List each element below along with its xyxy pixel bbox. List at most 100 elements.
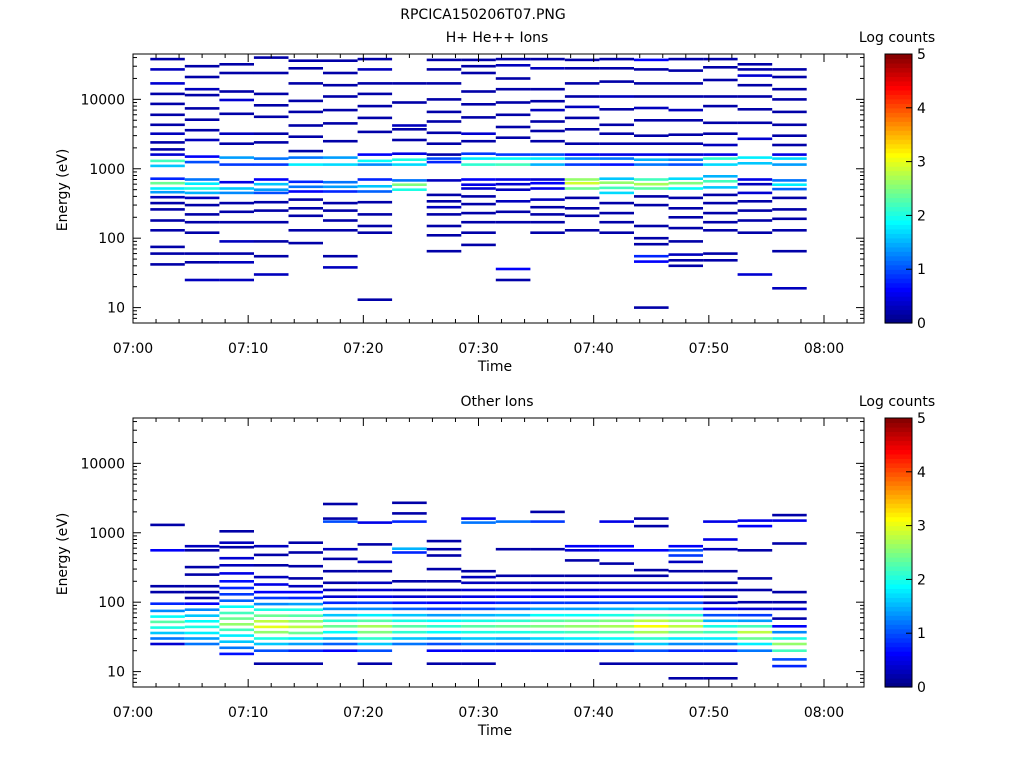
heatmap-cell [495, 267, 531, 271]
heatmap-cell [426, 193, 462, 197]
colorbar-segment [885, 449, 912, 455]
heatmap-cell [150, 631, 185, 635]
heatmap-cell [253, 662, 289, 665]
heatmap-cell [772, 187, 807, 191]
colorbar-segment [885, 507, 912, 513]
heatmap-cell [461, 619, 496, 623]
colorbar-segment [885, 669, 912, 675]
x-tick-label: 07:00 [113, 705, 153, 721]
colorbar-segment [885, 54, 912, 60]
heatmap-cell [737, 83, 773, 87]
heatmap-cell [426, 613, 462, 617]
heatmap-cell [288, 649, 323, 652]
heatmap-cell [426, 153, 462, 156]
heatmap-cell [323, 201, 358, 205]
heatmap-cell [323, 209, 358, 212]
heatmap-cell [461, 183, 496, 186]
heatmap-cell [253, 92, 289, 96]
heatmap-cell [357, 104, 393, 108]
heatmap-cell [668, 196, 703, 200]
heatmap-cell [150, 132, 185, 135]
heatmap-cell [392, 101, 427, 104]
colorbar-segment [885, 291, 912, 297]
heatmap-cell [392, 601, 427, 605]
heatmap-cell [703, 157, 738, 160]
heatmap-cell [357, 57, 393, 61]
heatmap-cell [772, 630, 807, 634]
heatmap-cell [461, 642, 496, 646]
heatmap-cell [599, 601, 634, 605]
heatmap-cell [323, 502, 358, 506]
heatmap-cell [564, 116, 600, 120]
heatmap-cell [219, 252, 254, 255]
heatmap-cell [737, 588, 773, 592]
heatmap-cell [772, 607, 807, 611]
heatmap-cell [703, 637, 738, 640]
heatmap-cell [668, 57, 703, 61]
colorbar-segment [885, 539, 912, 545]
heatmap-cell [495, 200, 531, 203]
heatmap-cell [323, 517, 358, 520]
heatmap-cell [392, 619, 427, 623]
heatmap-cell [634, 549, 669, 552]
heatmap-cell [253, 614, 289, 617]
colorbar-segment [885, 201, 912, 208]
y-tick-label: 1000 [89, 526, 125, 542]
colorbar-frame [884, 53, 913, 324]
heatmap-cell [184, 252, 220, 255]
heatmap-cell [426, 131, 462, 135]
heatmap-cell [150, 584, 185, 588]
heatmap-cell [392, 158, 427, 161]
plot-frame [132, 417, 865, 688]
heatmap-cell [599, 662, 634, 665]
heatmap-cell [288, 124, 323, 127]
heatmap-cell [288, 67, 323, 70]
colorbar-segment [885, 624, 912, 630]
colorbar-segment [885, 134, 912, 140]
heatmap-cell [426, 234, 462, 237]
heatmap-cell [599, 95, 634, 98]
heatmap-cell [634, 613, 669, 617]
heatmap-cell [323, 557, 358, 561]
colorbar-segment [885, 444, 912, 450]
heatmap-cell [772, 600, 807, 604]
heatmap-cell [150, 68, 185, 71]
heatmap-cell [253, 590, 289, 594]
heatmap-cell [288, 590, 323, 594]
heatmap-cell [737, 637, 773, 640]
heatmap-cell [634, 574, 669, 578]
heatmap-cell [426, 642, 462, 646]
heatmap-cell [426, 619, 462, 623]
colorbar-segment [885, 139, 912, 145]
heatmap-cell [288, 156, 323, 159]
heatmap-cell [184, 220, 220, 224]
heatmap-cell [357, 560, 393, 564]
heatmap-cell [703, 538, 738, 541]
colorbar-segment [885, 260, 912, 266]
colorbar-segment [885, 471, 912, 477]
heatmap-cell [392, 595, 427, 598]
heatmap-cell [737, 630, 773, 634]
colorbar-segment [885, 480, 912, 486]
heatmap-cell [150, 229, 185, 232]
heatmap-cell [564, 207, 600, 210]
heatmap-cell [357, 185, 393, 188]
heatmap-cell [323, 637, 358, 640]
colorbar-segment [885, 610, 912, 616]
heatmap-cell [703, 95, 738, 98]
heatmap-cell [461, 116, 496, 119]
heatmap-cell [495, 625, 531, 628]
heatmap-cell [668, 549, 703, 552]
colorbar-segment [885, 458, 912, 464]
heatmap-cell [530, 139, 565, 143]
colorbar-segment [885, 525, 912, 531]
heatmap-cell [184, 596, 220, 600]
heatmap-cell [530, 581, 565, 585]
heatmap-cell [288, 631, 323, 635]
heatmap-cell [564, 153, 600, 156]
heatmap-cell [634, 187, 669, 190]
heatmap-cell [323, 649, 358, 652]
heatmap-cell [772, 649, 807, 652]
colorbar: 0 1 2 3 4 5 [884, 411, 926, 696]
heatmap-cell [392, 588, 427, 592]
